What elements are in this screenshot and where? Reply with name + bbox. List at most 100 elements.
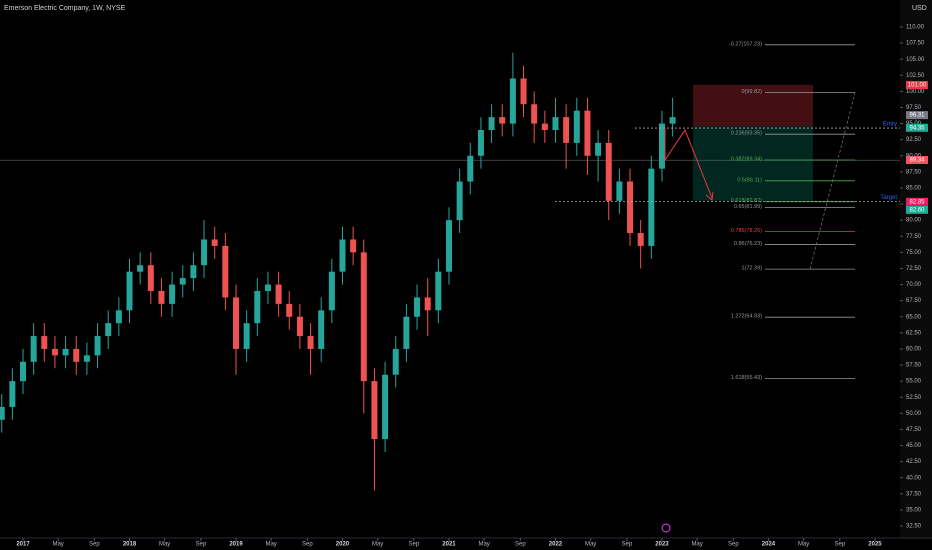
candle-body (595, 142, 602, 156)
x-tick-label: Sep (834, 542, 845, 548)
price-badge (906, 111, 928, 120)
candle-body (488, 117, 495, 131)
y-tick-label: 37.50 (906, 491, 922, 497)
candle-body (51, 348, 58, 356)
candle-body (350, 239, 357, 253)
candle-body (627, 181, 634, 234)
price-badge (906, 123, 928, 132)
event-icon[interactable] (661, 523, 671, 533)
y-tick-label: 77.50 (906, 234, 922, 240)
candle-body (286, 303, 293, 317)
price-badge (906, 156, 928, 165)
fib-label: -0.27(107.23) (729, 41, 762, 47)
arrow-head (705, 191, 714, 201)
y-tick-label: 87.50 (906, 169, 922, 175)
candle-body (456, 181, 463, 221)
price-badge (906, 205, 928, 214)
fib-label: 0(99.82) (742, 89, 763, 95)
x-tick-label: May (159, 542, 170, 548)
candle-body (190, 265, 197, 279)
y-tick-label: 52.50 (906, 395, 922, 401)
candle-body (83, 355, 90, 362)
fib-label: 1.272(64.93) (731, 314, 762, 320)
stop-zone (693, 84, 813, 127)
candle-body (158, 290, 165, 304)
x-tick-label: May (478, 542, 489, 548)
candle-body (243, 323, 250, 349)
fib-label: 0.65(81.99) (734, 204, 762, 210)
candle-body (94, 336, 101, 356)
x-tick-label: 2017 (16, 542, 30, 548)
candle-body (424, 297, 431, 311)
y-tick-label: 105.00 (906, 57, 925, 63)
candle-body (73, 348, 80, 362)
price-axis (900, 0, 932, 538)
candle-body (509, 78, 516, 124)
x-tick-label: 2020 (336, 542, 350, 548)
y-tick-label: 70.00 (906, 282, 922, 288)
y-tick-label: 110.00 (906, 25, 925, 31)
candle-body (616, 181, 623, 201)
candle-body (382, 374, 389, 440)
x-tick-label: 2019 (229, 542, 243, 548)
price-badge-label: 94.35 (909, 125, 925, 131)
y-tick-label: 32.50 (906, 524, 922, 530)
target-zone (693, 126, 813, 201)
candle-body (137, 265, 144, 272)
y-tick-label: 97.50 (906, 105, 922, 111)
price-badge-label: 82.60 (909, 207, 925, 213)
x-tick-label: May (798, 542, 809, 548)
candle-body (0, 406, 5, 420)
y-tick-label: 67.50 (906, 298, 922, 304)
y-tick-label: 60.00 (906, 347, 922, 353)
fib-label: 0.236(93.35) (731, 131, 762, 137)
candle-body (20, 361, 27, 382)
candle-body (445, 220, 452, 272)
y-tick-label: 35.00 (906, 508, 922, 514)
x-tick-label: 2023 (655, 542, 669, 548)
currency: USD (912, 5, 927, 12)
candle-body (339, 239, 346, 272)
price-badge-label: 101.00 (908, 83, 927, 89)
candle-body (520, 78, 527, 105)
candle-body (211, 239, 218, 246)
candle-body (62, 348, 69, 356)
x-tick-label: May (691, 542, 702, 548)
candle-body (467, 155, 474, 182)
candle-body (147, 265, 154, 291)
candle-body (105, 323, 112, 337)
candle-body (605, 142, 612, 201)
candle-body (30, 336, 37, 362)
x-tick-label: 2022 (549, 542, 563, 548)
chart-title: Emerson Electric Company, 1W, NYSE (4, 5, 126, 12)
fib-label: 0.786(78.26) (731, 228, 762, 234)
candle-body (531, 104, 538, 124)
fib-label: 0.382(89.34) (731, 156, 762, 162)
price-badge-label: 82.85 (909, 199, 925, 205)
candle-body (328, 271, 335, 311)
x-tick-label: 2024 (762, 542, 776, 548)
y-tick-label: 102.50 (906, 73, 925, 79)
projection (664, 128, 713, 199)
y-tick-label: 107.50 (906, 41, 925, 47)
candle-body (360, 252, 367, 382)
candle-body (414, 297, 421, 317)
price-badge-label: 96.31 (909, 113, 925, 119)
candle-body (669, 117, 676, 124)
y-tick-label: 75.00 (906, 250, 922, 256)
candle-body (307, 336, 314, 349)
candle-body (222, 245, 229, 298)
x-tick-label: May (372, 542, 383, 548)
candle-body (658, 123, 665, 169)
candle-body (115, 310, 122, 324)
plot-area: -0.27(107.23) 0(99.82) 0.236(93.35) 0.382(8… (0, 41, 900, 491)
candle-body (318, 310, 325, 349)
candle-body (573, 110, 580, 143)
x-tick-label: May (52, 542, 63, 548)
candle-body (41, 336, 48, 349)
entry-line-label: Entry (883, 122, 897, 128)
y-tick-label: 62.50 (906, 330, 922, 336)
fib-trend (809, 92, 856, 270)
candle-body (435, 271, 442, 311)
